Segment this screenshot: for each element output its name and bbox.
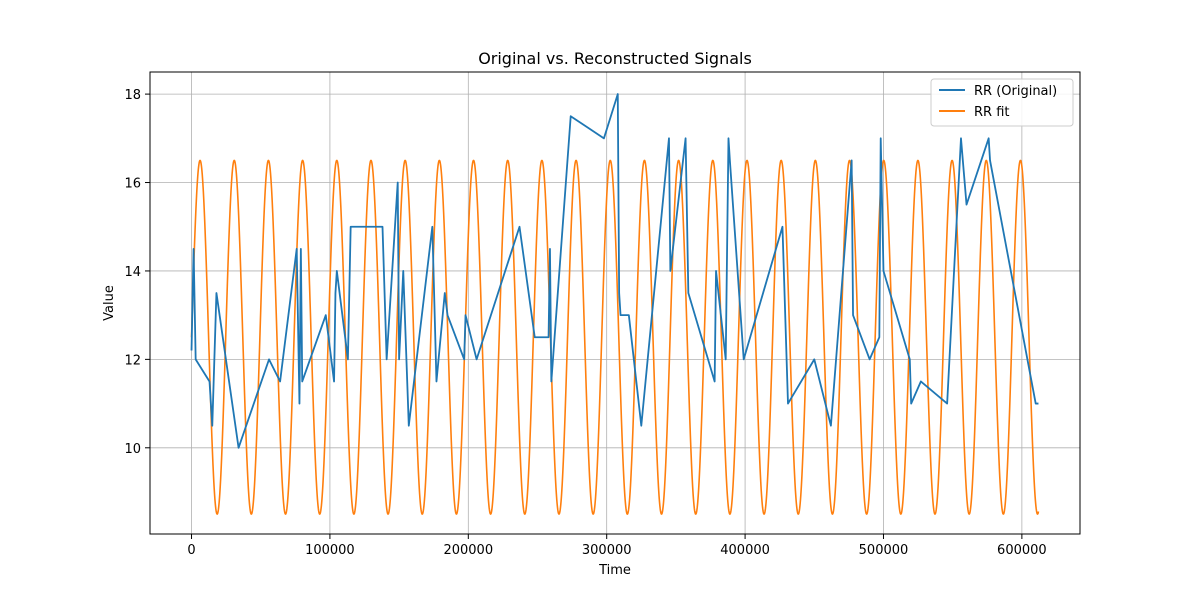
legend-label-original: RR (Original) [974,84,1057,99]
series-layer [190,93,1040,515]
y-axis-label: Value [102,285,117,321]
x-tick-label: 500000 [859,543,909,558]
y-tick-label: 16 [124,177,141,192]
legend-box [930,78,1074,127]
chart-title: Original vs. Reconstructed Signals [478,49,752,68]
x-tick-label: 400000 [720,543,770,558]
x-tick-label: 0 [187,543,195,558]
legend-label-fit: RR fit [974,105,1009,120]
y-tick-label: 14 [124,265,141,280]
y-tick-label: 12 [124,353,141,368]
ticks-layer: 0 100000 200000 300000 400000 500000 600000 10 1… [124,88,1046,558]
series-line-rr-original [190,93,1039,449]
plot-frame [149,71,1081,535]
x-tick-label: 100000 [305,543,355,558]
x-axis-label: Time [598,563,631,578]
y-tick-label: 10 [124,442,141,457]
x-tick-label: 200000 [443,543,493,558]
legend: RR (Original) RR fit [930,78,1074,127]
y-tick-label: 18 [124,88,141,103]
x-tick-label: 600000 [997,543,1047,558]
x-tick-label: 300000 [582,543,632,558]
series-line-rr-fit [190,159,1040,515]
